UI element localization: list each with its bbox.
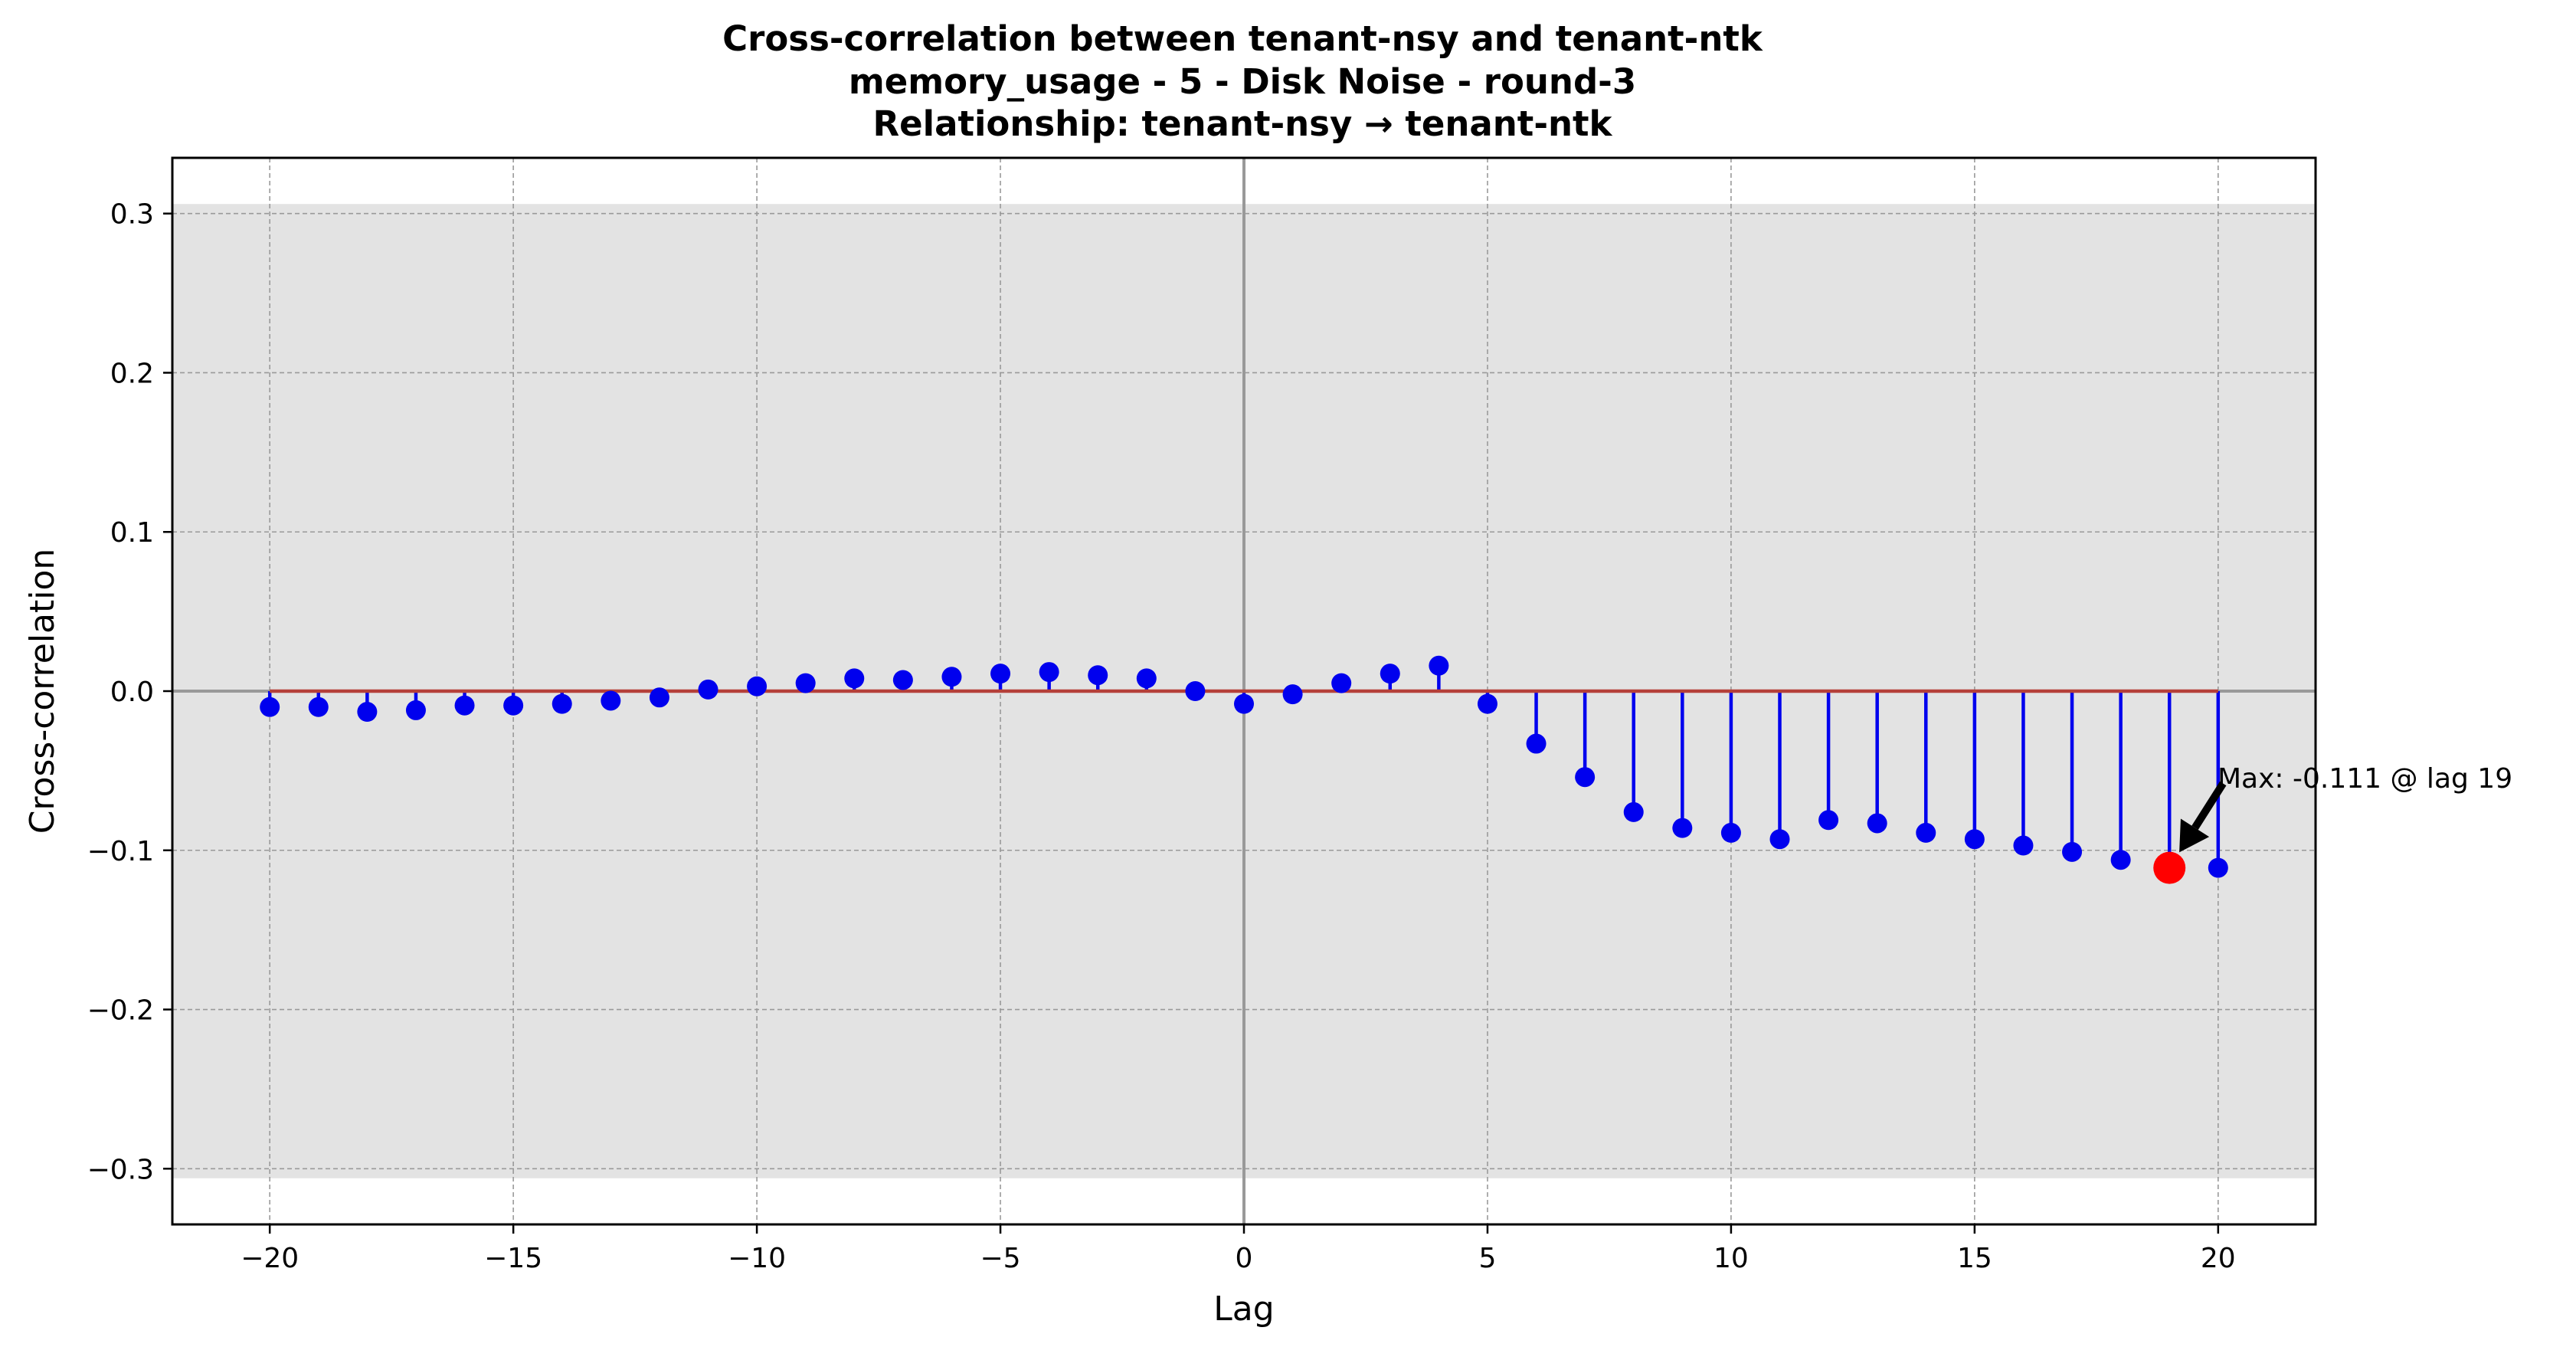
data-point bbox=[1282, 684, 1303, 705]
x-tick-label: −15 bbox=[484, 1243, 542, 1274]
x-axis-label: Lag bbox=[1213, 1290, 1274, 1329]
data-point bbox=[1039, 662, 1059, 683]
data-point bbox=[260, 696, 280, 717]
data-point bbox=[990, 664, 1011, 684]
data-point bbox=[1964, 829, 1985, 850]
data-point bbox=[941, 667, 962, 687]
max-annotation-label: Max: -0.111 @ lag 19 bbox=[2218, 763, 2512, 795]
data-point bbox=[747, 676, 768, 696]
data-point bbox=[1916, 822, 1936, 843]
data-point bbox=[308, 696, 329, 717]
data-point bbox=[844, 668, 865, 689]
data-point bbox=[1867, 813, 1887, 834]
y-tick-label: −0.3 bbox=[87, 1154, 154, 1185]
data-point bbox=[795, 673, 816, 693]
data-point bbox=[698, 679, 718, 700]
y-axis-label: Cross-correlation bbox=[23, 549, 62, 834]
x-tick-label: 10 bbox=[1714, 1243, 1749, 1274]
data-point bbox=[1429, 655, 1449, 676]
y-tick-label: 0.0 bbox=[110, 677, 154, 708]
y-tick-label: 0.3 bbox=[110, 199, 154, 231]
y-tick-label: 0.1 bbox=[110, 517, 154, 549]
data-point bbox=[1088, 665, 1108, 686]
y-tick-label: 0.2 bbox=[110, 358, 154, 389]
data-point bbox=[2208, 857, 2228, 878]
x-tick-label: 0 bbox=[1236, 1243, 1253, 1274]
data-point bbox=[1818, 810, 1839, 831]
x-tick-label: −20 bbox=[241, 1243, 299, 1274]
data-point bbox=[1575, 767, 1596, 788]
data-point bbox=[601, 690, 621, 711]
data-point bbox=[1720, 822, 1741, 843]
data-point bbox=[1234, 693, 1254, 714]
data-point bbox=[1380, 664, 1400, 684]
data-point bbox=[2110, 850, 2131, 870]
plot-area: Max: -0.111 @ lag 19 −20 −15 −10 −5 0 5 10 15 20 −… bbox=[23, 156, 2512, 1329]
x-tick-label: 20 bbox=[2201, 1243, 2236, 1274]
data-point bbox=[2013, 835, 2034, 856]
annotation-arrow-head bbox=[2179, 818, 2210, 853]
max-point-marker bbox=[2153, 851, 2186, 884]
data-point bbox=[649, 687, 669, 708]
data-point bbox=[1672, 818, 1693, 838]
x-tick-label: −10 bbox=[728, 1243, 786, 1274]
data-point bbox=[357, 702, 378, 723]
data-point bbox=[1769, 829, 1790, 850]
chart-title-line-3: Relationship: tenant-nsy → tenant-ntk bbox=[873, 103, 1613, 144]
data-point bbox=[1331, 673, 1352, 693]
data-point bbox=[1623, 801, 1644, 822]
data-point bbox=[892, 670, 913, 690]
x-tick-label: −5 bbox=[980, 1243, 1021, 1274]
data-point bbox=[503, 695, 524, 716]
chart-title-line-1: Cross-correlation between tenant-nsy and… bbox=[722, 18, 1763, 59]
x-tick-label: 5 bbox=[1479, 1243, 1497, 1274]
y-tick-label: −0.1 bbox=[87, 836, 154, 867]
chart-title-line-2: memory_usage - 5 - Disk Noise - round-3 bbox=[849, 61, 1636, 102]
data-point bbox=[1477, 693, 1497, 714]
y-tick-label: −0.2 bbox=[87, 995, 154, 1027]
data-point bbox=[1526, 733, 1547, 754]
data-point bbox=[454, 695, 475, 716]
annotation-arrow-shaft bbox=[2191, 781, 2227, 830]
data-point bbox=[405, 700, 426, 720]
data-point bbox=[1136, 668, 1157, 689]
x-tick-label: 15 bbox=[1957, 1243, 1992, 1274]
data-point bbox=[552, 693, 572, 714]
data-point bbox=[1185, 681, 1206, 701]
data-point bbox=[2062, 841, 2083, 862]
